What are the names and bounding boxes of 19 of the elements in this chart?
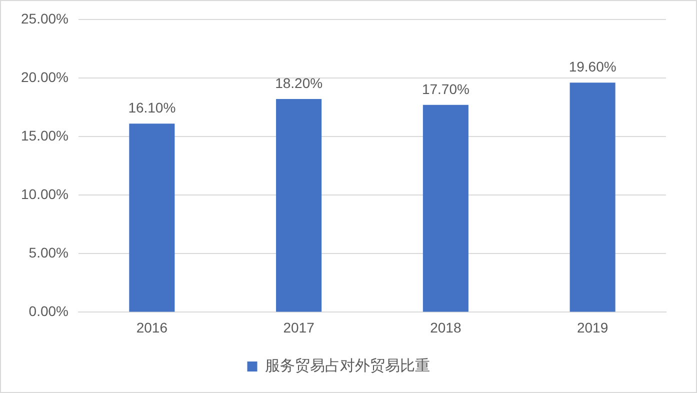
bar (129, 124, 175, 312)
y-tick-label: 5.00% (28, 244, 68, 260)
y-tick-label: 10.00% (21, 186, 68, 202)
x-tick-label: 2019 (576, 319, 608, 336)
y-tick-label: 25.00% (21, 10, 68, 26)
bar (276, 99, 322, 312)
data-label: 16.10% (128, 99, 176, 116)
data-label: 19.60% (568, 58, 616, 75)
data-label: 17.70% (422, 80, 470, 97)
bar (570, 82, 616, 312)
data-label: 18.20% (275, 74, 323, 91)
y-tick-label: 0.00% (28, 303, 68, 320)
x-tick-label: 2016 (136, 319, 168, 336)
legend-label: 服务贸易占对外贸易比重 (264, 358, 430, 375)
bar (422, 104, 468, 312)
x-tick-label: 2018 (430, 319, 462, 336)
y-tick-label: 20.00% (21, 68, 68, 85)
x-tick-label: 2017 (283, 319, 315, 336)
y-tick-label: 15.00% (21, 127, 68, 144)
